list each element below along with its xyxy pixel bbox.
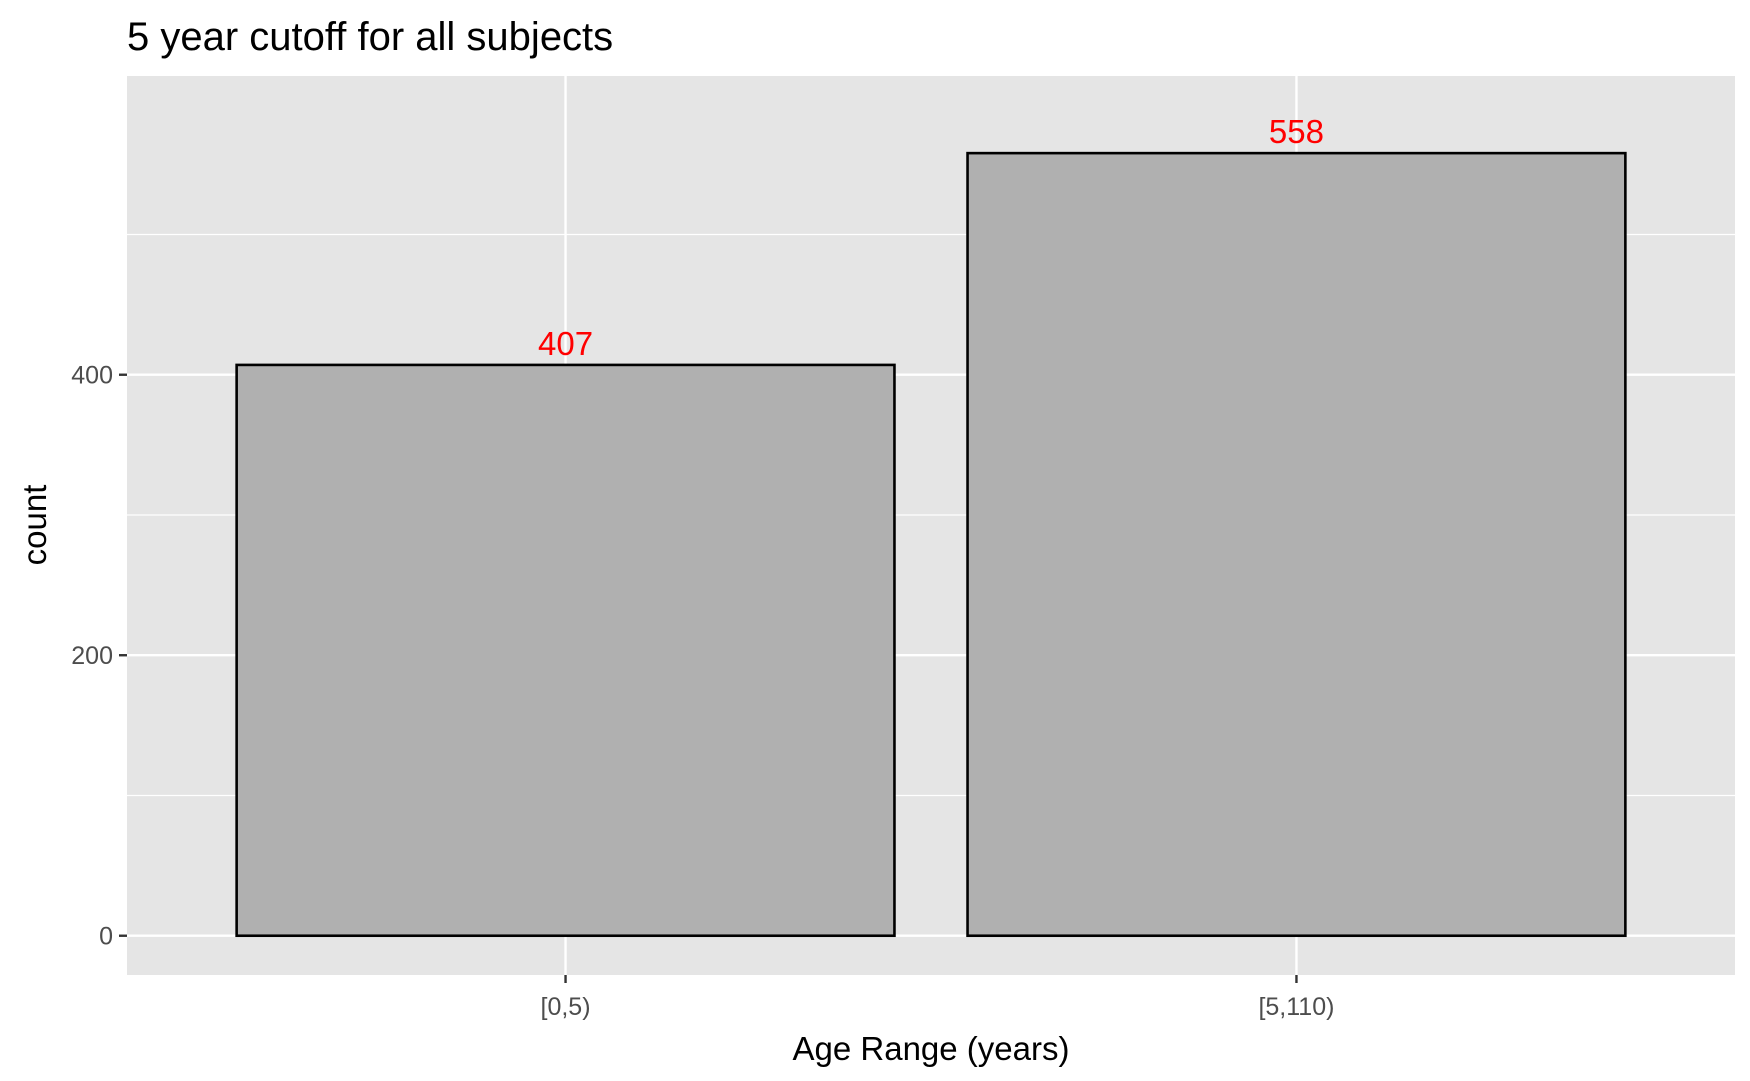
y-tick-label: 200 <box>71 642 113 670</box>
bar <box>235 363 896 938</box>
y-tick-label: 0 <box>99 923 113 951</box>
y-tick-label: 400 <box>71 362 113 390</box>
bar-value-label: 558 <box>1269 113 1324 150</box>
x-tick-label: [5,110) <box>1258 993 1334 1021</box>
x-tick-label: [0,5) <box>541 993 591 1021</box>
y-axis-title: count <box>16 485 53 566</box>
x-axis: [0,5) [5,110) <box>541 975 1334 1021</box>
bars <box>235 151 1627 938</box>
bar-value-label: 407 <box>538 325 593 362</box>
bar <box>966 151 1627 938</box>
y-axis: 0 200 400 <box>71 362 127 951</box>
chart-title: 5 year cutoff for all subjects <box>127 15 613 59</box>
data-labels: 407 558 <box>538 113 1324 362</box>
x-axis-title: Age Range (years) <box>793 1030 1070 1067</box>
